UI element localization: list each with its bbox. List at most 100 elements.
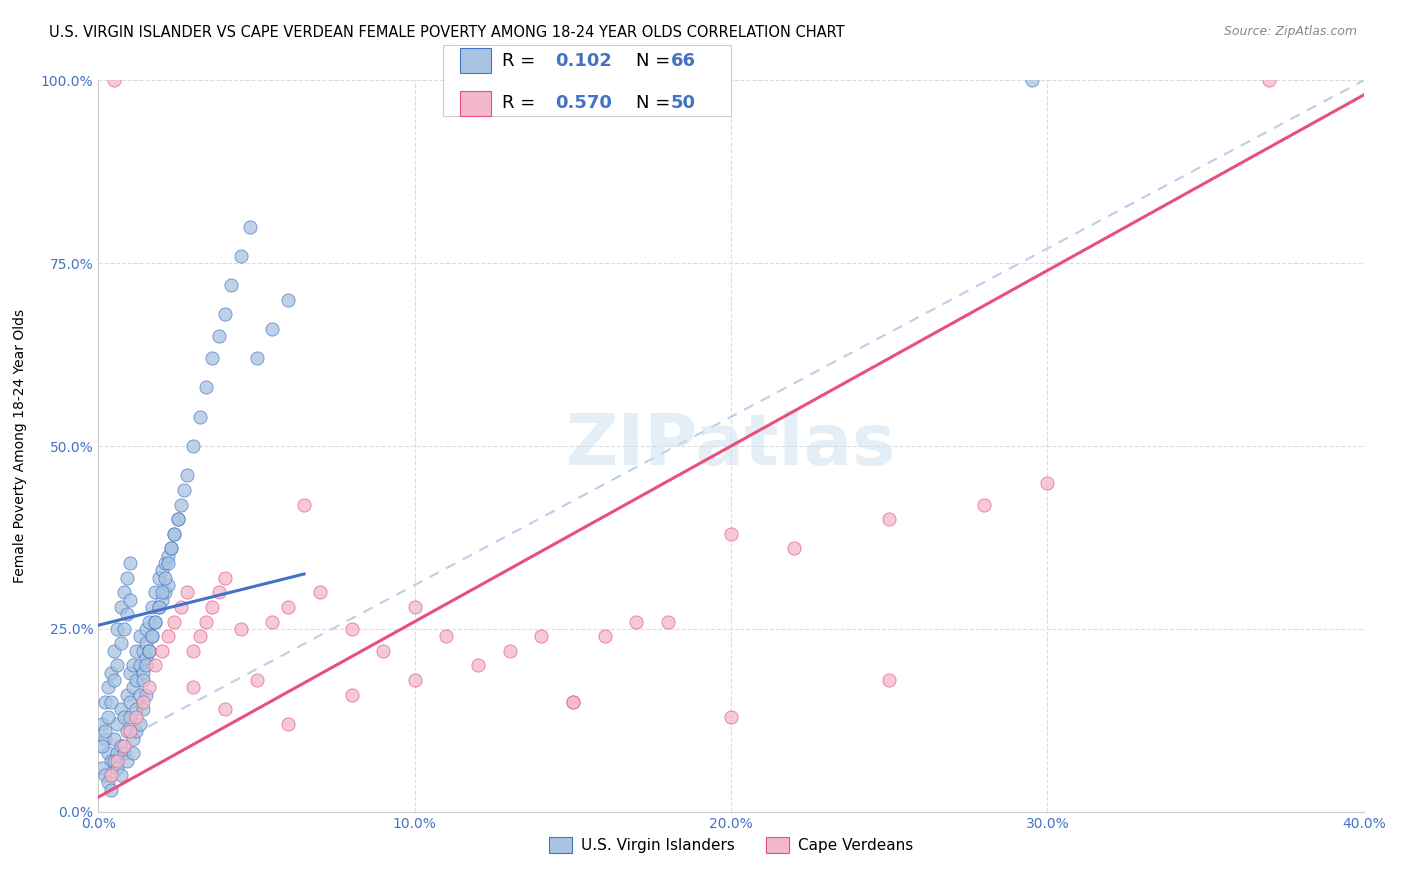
Point [132, 695, 155, 709]
Point [262, 322, 284, 336]
Point [115, 607, 138, 622]
Point [160, 541, 183, 556]
Point [97, 709, 120, 723]
Text: 0.102: 0.102 [555, 52, 612, 70]
Point [467, 658, 489, 673]
Point [120, 724, 141, 739]
Text: ZIPatlas: ZIPatlas [567, 411, 896, 481]
Point [246, 673, 269, 687]
Text: 66: 66 [671, 52, 696, 70]
Point [593, 629, 616, 643]
Point [219, 278, 243, 293]
Point [110, 702, 132, 716]
Point [135, 658, 157, 673]
Point [166, 512, 188, 526]
Point [90, 739, 112, 753]
Point [153, 571, 176, 585]
Point [100, 695, 122, 709]
Point [150, 563, 173, 577]
Point [262, 615, 284, 629]
Point [163, 526, 186, 541]
Point [169, 498, 191, 512]
Point [145, 615, 166, 629]
Point [183, 681, 205, 695]
Point [201, 351, 224, 366]
Point [132, 665, 155, 680]
Point [173, 483, 195, 497]
Text: N =: N = [636, 95, 675, 112]
Point [246, 351, 269, 366]
Point [125, 709, 148, 723]
Point [103, 754, 125, 768]
Point [110, 739, 132, 753]
Point [97, 746, 120, 760]
Point [188, 629, 211, 643]
Point [103, 731, 125, 746]
Point [145, 615, 166, 629]
Point [404, 599, 426, 614]
Legend: U.S. Virgin Islanders, Cape Verdeans: U.S. Virgin Islanders, Cape Verdeans [543, 830, 920, 859]
Text: 0.570: 0.570 [555, 95, 612, 112]
Point [188, 409, 211, 424]
Point [125, 644, 148, 658]
Point [783, 541, 806, 556]
Point [309, 585, 332, 599]
Point [107, 746, 129, 760]
Point [229, 249, 252, 263]
Point [194, 615, 218, 629]
Point [107, 717, 129, 731]
Point [1257, 73, 1279, 87]
Point [561, 695, 585, 709]
Point [132, 644, 155, 658]
Point [157, 556, 180, 570]
Point [157, 629, 180, 643]
Point [624, 615, 647, 629]
Point [122, 658, 145, 673]
Text: R =: R = [502, 52, 541, 70]
Point [138, 644, 160, 658]
Point [120, 592, 141, 607]
Point [107, 622, 129, 636]
Point [160, 541, 183, 556]
Point [277, 599, 299, 614]
Point [194, 380, 218, 394]
Point [436, 629, 458, 643]
Point [145, 585, 166, 599]
Point [141, 629, 163, 643]
Point [135, 622, 157, 636]
Point [120, 695, 141, 709]
Point [128, 717, 150, 731]
Point [135, 651, 157, 665]
Point [150, 644, 173, 658]
Point [107, 658, 129, 673]
Point [404, 673, 426, 687]
Point [214, 702, 236, 716]
Point [561, 695, 585, 709]
Point [141, 599, 163, 614]
Point [371, 644, 394, 658]
Point [135, 636, 157, 650]
Point [208, 329, 231, 343]
Point [103, 644, 125, 658]
Point [163, 615, 186, 629]
Point [115, 754, 138, 768]
Point [112, 622, 135, 636]
Point [145, 658, 166, 673]
Point [148, 599, 170, 614]
Point [115, 571, 138, 585]
Point [340, 688, 363, 702]
Point [176, 585, 198, 599]
Point [153, 556, 176, 570]
Point [150, 585, 173, 599]
Point [973, 498, 995, 512]
Point [157, 578, 180, 592]
Point [1036, 475, 1059, 490]
Point [112, 739, 135, 753]
Point [97, 775, 120, 789]
Point [208, 585, 231, 599]
Text: U.S. VIRGIN ISLANDER VS CAPE VERDEAN FEMALE POVERTY AMONG 18-24 YEAR OLDS CORREL: U.S. VIRGIN ISLANDER VS CAPE VERDEAN FEM… [49, 25, 845, 40]
Point [100, 782, 122, 797]
Point [138, 644, 160, 658]
Point [150, 592, 173, 607]
Point [498, 644, 520, 658]
